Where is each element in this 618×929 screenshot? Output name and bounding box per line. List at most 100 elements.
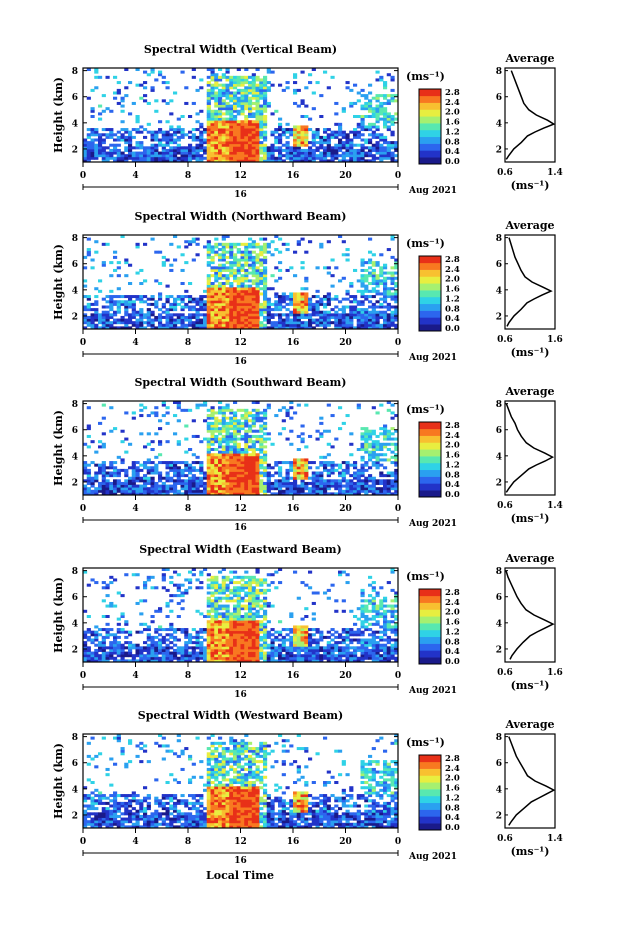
heatmap-cell <box>195 481 200 485</box>
heatmap-cell <box>124 128 129 132</box>
heatmap-cell <box>233 599 238 603</box>
heatmap-cell <box>158 282 163 286</box>
heatmap-cell <box>255 133 260 137</box>
heatmap-cell <box>203 302 208 306</box>
heatmap-cell <box>139 492 144 496</box>
heatmap-cell <box>386 248 391 252</box>
heatmap-cell <box>173 628 178 632</box>
heatmap-cell <box>240 323 245 327</box>
heatmap-cell <box>371 321 376 325</box>
heatmap-cell <box>251 88 256 92</box>
heatmap-cell <box>371 107 376 111</box>
heatmap-cell <box>233 458 238 462</box>
heatmap-cell <box>214 651 219 655</box>
heatmap-cell <box>338 466 343 470</box>
avg-x-tick-label: 1.4 <box>547 501 563 511</box>
heatmap-cell <box>338 487 343 491</box>
heatmap-cell <box>195 461 200 465</box>
heatmap-cell <box>229 104 234 108</box>
heatmap-cell <box>236 68 241 72</box>
heatmap-cell <box>86 656 91 660</box>
heatmap-cell <box>375 274 380 278</box>
heatmap-cell <box>255 253 260 257</box>
heatmap-cell <box>375 78 380 82</box>
heatmap-cell <box>236 242 241 246</box>
heatmap-cell <box>169 321 174 325</box>
heatmap-cell <box>221 83 226 87</box>
heatmap-cell <box>364 279 369 283</box>
heatmap-cell <box>229 266 234 270</box>
heatmap-cell <box>218 287 223 291</box>
heatmap-cell <box>323 156 328 160</box>
heatmap-cell <box>263 282 268 286</box>
heatmap-cell <box>139 310 144 314</box>
heatmap-cell <box>319 318 324 322</box>
heatmap-cell <box>244 421 249 425</box>
heatmap-cell <box>326 240 331 244</box>
heatmap-cell <box>210 461 215 465</box>
heatmap-cell <box>251 81 256 85</box>
heatmap-cell <box>304 466 309 470</box>
heatmap-cell <box>195 476 200 480</box>
heatmap-cell <box>330 481 335 485</box>
heatmap-cell <box>386 471 391 475</box>
heatmap-cell <box>146 458 151 462</box>
heatmap-cell <box>206 601 211 605</box>
heatmap-cell <box>225 403 230 407</box>
heatmap-cell <box>259 248 264 252</box>
heatmap-cell <box>338 474 343 478</box>
heatmap-cell <box>375 434 380 438</box>
heatmap-cell <box>240 287 245 291</box>
heatmap-cell <box>244 271 249 275</box>
heatmap-cell <box>98 135 103 139</box>
heatmap-cell <box>300 310 305 314</box>
heatmap-cell <box>173 643 178 647</box>
heatmap-cell <box>341 276 346 280</box>
heatmap-cell <box>225 479 230 483</box>
heatmap-cell <box>296 302 301 306</box>
heatmap-cell <box>296 489 301 493</box>
heatmap-cell <box>169 625 174 629</box>
heatmap-cell <box>180 651 185 655</box>
heatmap-cell <box>180 70 185 74</box>
heatmap-cell <box>214 643 219 647</box>
heatmap-cell <box>233 289 238 293</box>
heatmap-cell <box>236 315 241 319</box>
heatmap-cell <box>195 489 200 493</box>
heatmap-cell <box>101 109 106 113</box>
heatmap-cell <box>221 463 226 467</box>
heatmap-cell <box>394 414 399 418</box>
heatmap-cell <box>263 295 268 299</box>
heatmap-cell <box>263 266 268 270</box>
heatmap-cell <box>225 289 230 293</box>
heatmap-cell <box>390 411 395 415</box>
heatmap-cell <box>375 117 380 121</box>
heatmap-cell <box>390 276 395 280</box>
heatmap-cell <box>176 659 181 663</box>
heatmap-cell <box>139 143 144 147</box>
heatmap-cell <box>229 295 234 299</box>
heatmap-cell <box>94 315 99 319</box>
colorbar-swatch <box>419 303 441 311</box>
heatmap-cell <box>293 474 298 478</box>
heatmap-cell <box>195 656 200 660</box>
heatmap-cell <box>236 620 241 624</box>
heatmap-cell <box>289 295 294 299</box>
heatmap-cell <box>236 466 241 470</box>
heatmap-cell <box>139 432 144 436</box>
heatmap-cell <box>214 112 219 116</box>
heatmap-cell <box>240 313 245 317</box>
heatmap-cell <box>225 471 230 475</box>
heatmap-cell <box>98 117 103 121</box>
heatmap-cell <box>109 156 114 160</box>
heatmap-cell <box>146 638 151 642</box>
heatmap-cell <box>390 416 395 420</box>
heatmap-cell <box>240 253 245 257</box>
heatmap-cell <box>304 156 309 160</box>
heatmap-cell <box>218 604 223 608</box>
heatmap-cell <box>206 450 211 454</box>
heatmap-cell <box>251 242 256 246</box>
heatmap-cell <box>161 628 166 632</box>
heatmap-cell <box>304 474 309 478</box>
heatmap-cell <box>259 253 264 257</box>
